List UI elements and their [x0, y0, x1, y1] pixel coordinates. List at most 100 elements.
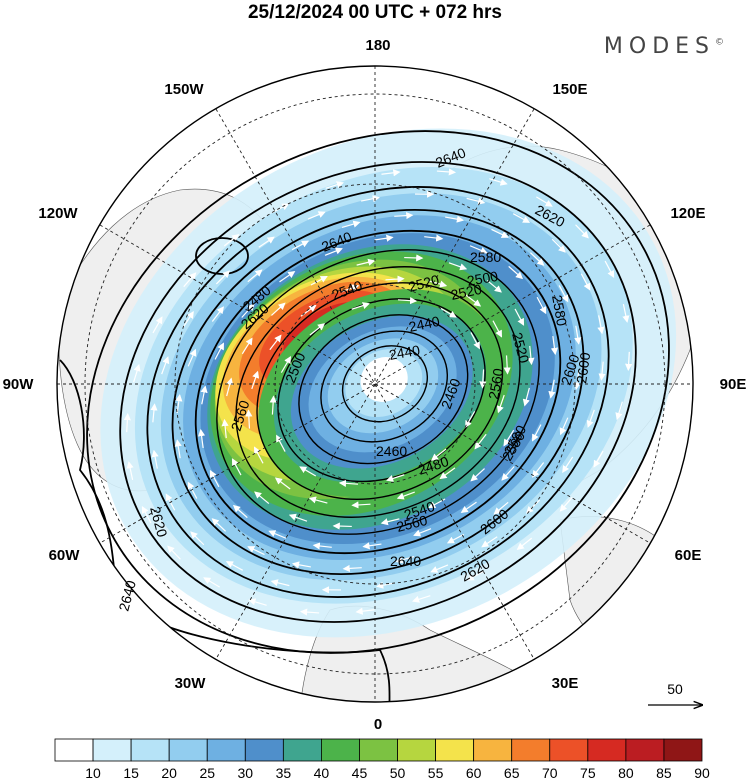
wind-vector — [291, 561, 311, 569]
colorbar-swatch — [244, 738, 284, 762]
colorbar-label: 55 — [428, 765, 444, 781]
contour-closed-high — [195, 237, 249, 275]
wind-vector — [197, 428, 206, 449]
wind-vector — [268, 530, 287, 539]
wind-vector — [536, 296, 547, 315]
colorbar-label: 85 — [656, 765, 672, 781]
colorbar-label: 70 — [542, 765, 558, 781]
colorbar-swatch — [359, 738, 398, 762]
contour-label: 2520 — [449, 281, 483, 303]
wind-vector — [338, 479, 359, 487]
map-border — [56, 65, 694, 703]
colorbar-label: 10 — [85, 765, 101, 781]
wind-vector — [413, 528, 432, 537]
wind-vector — [123, 412, 131, 433]
wind-vector — [150, 403, 158, 423]
contour-label: 2580 — [470, 249, 501, 265]
colorbar-swatch — [663, 738, 703, 762]
wind-vector — [360, 195, 380, 203]
wind-vector — [225, 561, 244, 571]
wind-speed-shading — [100, 128, 677, 638]
wind-vector — [232, 504, 248, 519]
contour-2460 — [298, 314, 469, 465]
lon-label-120e: 120E — [670, 205, 705, 222]
wind-vector — [496, 394, 505, 414]
height-contours — [86, 130, 670, 654]
wind-vector — [503, 429, 515, 447]
colorbar-label: 90 — [694, 765, 710, 781]
wind-vector — [573, 370, 581, 391]
contour-2520 — [235, 266, 521, 518]
wind-vector — [529, 252, 545, 266]
wind-vector — [593, 450, 604, 468]
wind-vector — [446, 533, 465, 544]
wind-vector — [341, 284, 360, 293]
wind-vector — [126, 461, 134, 480]
wind-vector — [291, 240, 310, 251]
wind-vector — [604, 260, 615, 279]
colorbar-label: 35 — [276, 765, 292, 781]
wind-vector — [183, 272, 197, 288]
wind-vector — [309, 323, 326, 336]
wind-vector — [211, 518, 227, 532]
wind-vector — [288, 513, 308, 522]
wind-vector — [575, 224, 589, 239]
wind-vector — [551, 238, 566, 253]
contour-label: 2560 — [485, 367, 506, 401]
wind-vector — [412, 595, 431, 603]
reference-vector-label: 50 — [667, 681, 683, 697]
wind-vector — [279, 270, 296, 283]
wind-vector — [597, 315, 605, 335]
wind-vector — [508, 265, 524, 280]
wind-vector — [362, 542, 382, 550]
wind-vector — [271, 302, 286, 316]
contour-2540 — [216, 249, 540, 535]
wind-vector — [226, 377, 234, 397]
wind-vector — [559, 417, 569, 436]
wind-vector — [512, 213, 531, 223]
contour-2500 — [256, 282, 504, 501]
wind-vector — [615, 401, 623, 421]
wind-vector — [231, 458, 242, 476]
meridian-30e-150w — [215, 108, 535, 660]
wind-vector — [492, 320, 502, 338]
contour-label: 2580 — [549, 294, 570, 328]
wind-vector — [308, 496, 328, 504]
wind-vector — [351, 302, 370, 310]
lon-label-30e: 30E — [552, 675, 579, 692]
wind-vector — [332, 522, 352, 530]
wind-vector — [187, 348, 197, 367]
colorbar-label: 60 — [466, 765, 482, 781]
colorbar-swatch — [130, 738, 170, 762]
colorbar-swatch — [625, 738, 665, 762]
wind-vector — [465, 411, 476, 428]
wind-vector — [299, 466, 317, 477]
wind-vector — [586, 409, 595, 428]
wind-vector — [574, 325, 582, 345]
wind-vector — [598, 361, 606, 381]
wind-vector — [395, 556, 415, 564]
wind-vector — [430, 448, 447, 461]
colorbar-label: 80 — [618, 765, 634, 781]
wind-vector — [439, 307, 457, 318]
wind-vector — [397, 297, 418, 305]
wind-vector — [312, 542, 332, 550]
lon-label-60w: 60W — [49, 547, 81, 564]
wind-vector — [548, 379, 556, 399]
wind-vector — [527, 345, 535, 366]
wind-vector — [269, 395, 277, 415]
lon-label-60e: 60E — [675, 547, 702, 564]
wind-vector — [386, 474, 405, 482]
wind-vector — [307, 211, 326, 220]
inner-10 — [360, 357, 408, 402]
wind-vector — [466, 570, 484, 581]
wind-vector — [430, 564, 449, 573]
wind-vector — [380, 518, 400, 526]
contour-label: 2620 — [147, 505, 171, 539]
wind-vector — [445, 215, 465, 223]
lon-label-120w: 120W — [38, 205, 78, 222]
wind-vector — [274, 477, 291, 490]
colorbar-swatch — [92, 738, 132, 762]
wind-vector — [221, 418, 229, 439]
wind-vector — [276, 434, 286, 452]
